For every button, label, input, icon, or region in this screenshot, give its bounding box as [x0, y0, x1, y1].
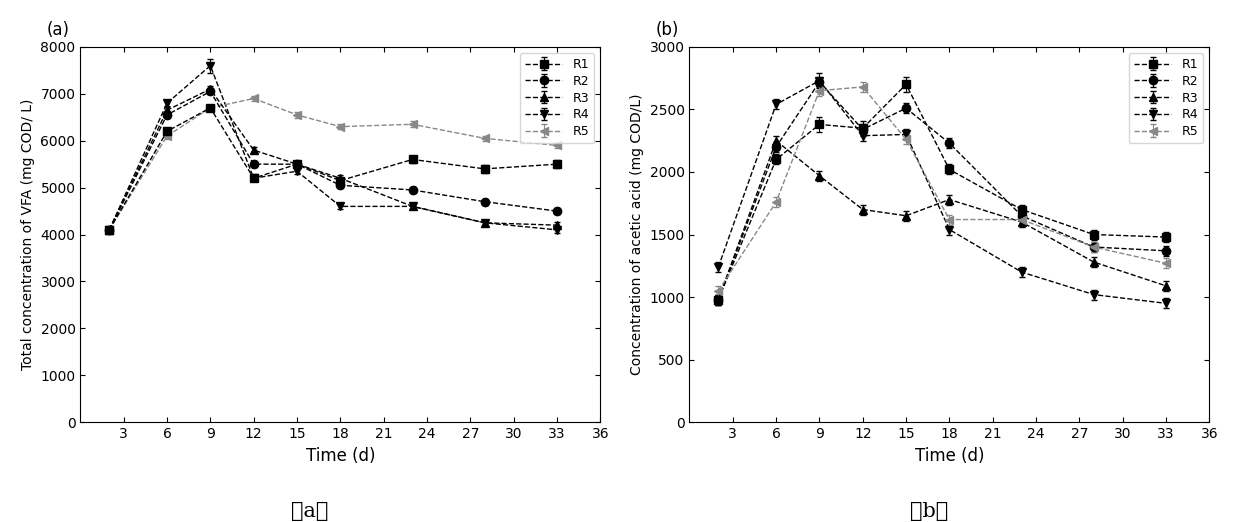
Text: （a）: （a） [291, 502, 328, 521]
Text: (a): (a) [47, 21, 69, 39]
Text: (b): (b) [655, 21, 679, 39]
Y-axis label: Total concentration of VFA (mg COD/ L): Total concentration of VFA (mg COD/ L) [21, 99, 35, 370]
Y-axis label: Concentration of acetic acid (mg COD/L): Concentration of acetic acid (mg COD/L) [629, 94, 644, 375]
Legend: R1, R2, R3, R4, R5: R1, R2, R3, R4, R5 [520, 53, 593, 143]
Text: （b）: （b） [911, 502, 948, 521]
Legend: R1, R2, R3, R4, R5: R1, R2, R3, R4, R5 [1129, 53, 1203, 143]
X-axis label: Time (d): Time (d) [306, 447, 375, 465]
X-axis label: Time (d): Time (d) [914, 447, 984, 465]
